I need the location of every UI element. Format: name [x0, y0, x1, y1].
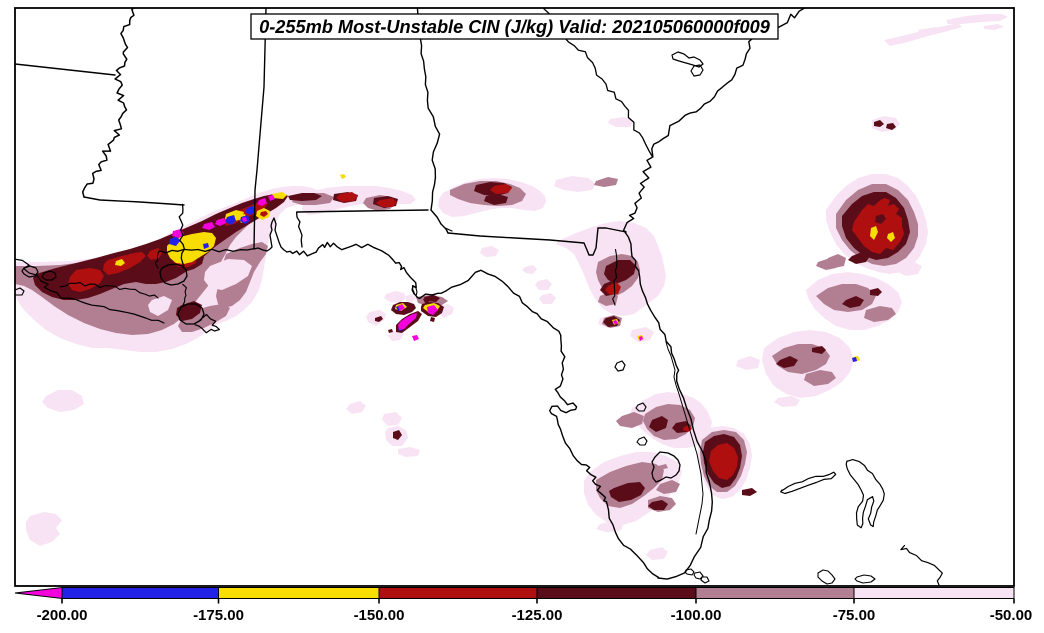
svg-text:-125.00: -125.00	[512, 607, 563, 624]
svg-text:0-255mb Most-Unstable CIN (J/k: 0-255mb Most-Unstable CIN (J/kg) Valid: …	[259, 17, 771, 37]
svg-text:-50.00: -50.00	[990, 607, 1033, 624]
svg-text:-150.00: -150.00	[354, 607, 405, 624]
svg-text:-175.00: -175.00	[193, 607, 244, 624]
svg-text:-200.00: -200.00	[37, 607, 88, 624]
svg-text:-75.00: -75.00	[833, 607, 876, 624]
svg-text:-100.00: -100.00	[671, 607, 722, 624]
